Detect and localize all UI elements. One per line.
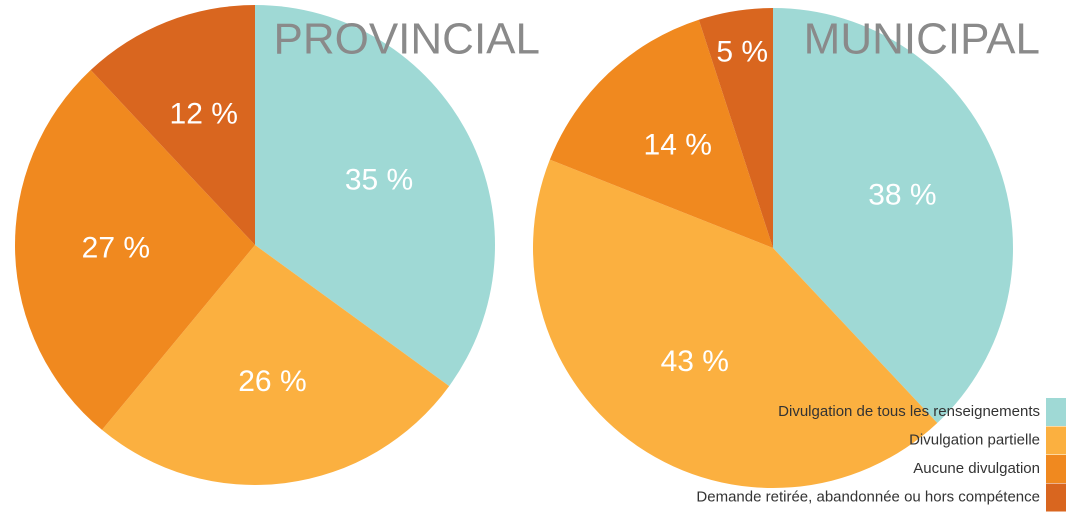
- slice-label: 43 %: [661, 345, 729, 378]
- pie-slice: [90, 5, 255, 245]
- chart-title: PROVINCIAL: [273, 15, 540, 64]
- pie-slice: [255, 5, 496, 387]
- pie-slice: [532, 159, 938, 489]
- legend-swatch: [1046, 426, 1066, 455]
- chart-title: MUNICIPAL: [804, 15, 1040, 64]
- pie-slice: [14, 70, 256, 430]
- slice-label: 5 %: [716, 36, 768, 69]
- slice-label: 38 %: [868, 179, 936, 212]
- legend-swatch: [1046, 483, 1066, 512]
- pie-slice: [549, 19, 773, 249]
- legend-label: Divulgation de tous les renseignements: [778, 403, 1040, 420]
- legend-swatch: [1046, 455, 1066, 483]
- legend-swatch: [1046, 398, 1066, 426]
- legend-label: Demande retirée, abandonnée ou hors comp…: [696, 488, 1040, 505]
- slice-label: 26 %: [238, 365, 306, 398]
- pie-slice: [698, 8, 773, 248]
- legend-label: Aucune divulgation: [913, 460, 1040, 477]
- pie-slice: [102, 245, 450, 486]
- slice-label: 27 %: [82, 231, 150, 264]
- slice-label: 12 %: [170, 97, 238, 130]
- legend-label: Divulgation partielle: [909, 431, 1040, 448]
- slice-label: 14 %: [644, 128, 712, 161]
- pie-slice: [773, 8, 1014, 423]
- slice-label: 35 %: [345, 164, 413, 197]
